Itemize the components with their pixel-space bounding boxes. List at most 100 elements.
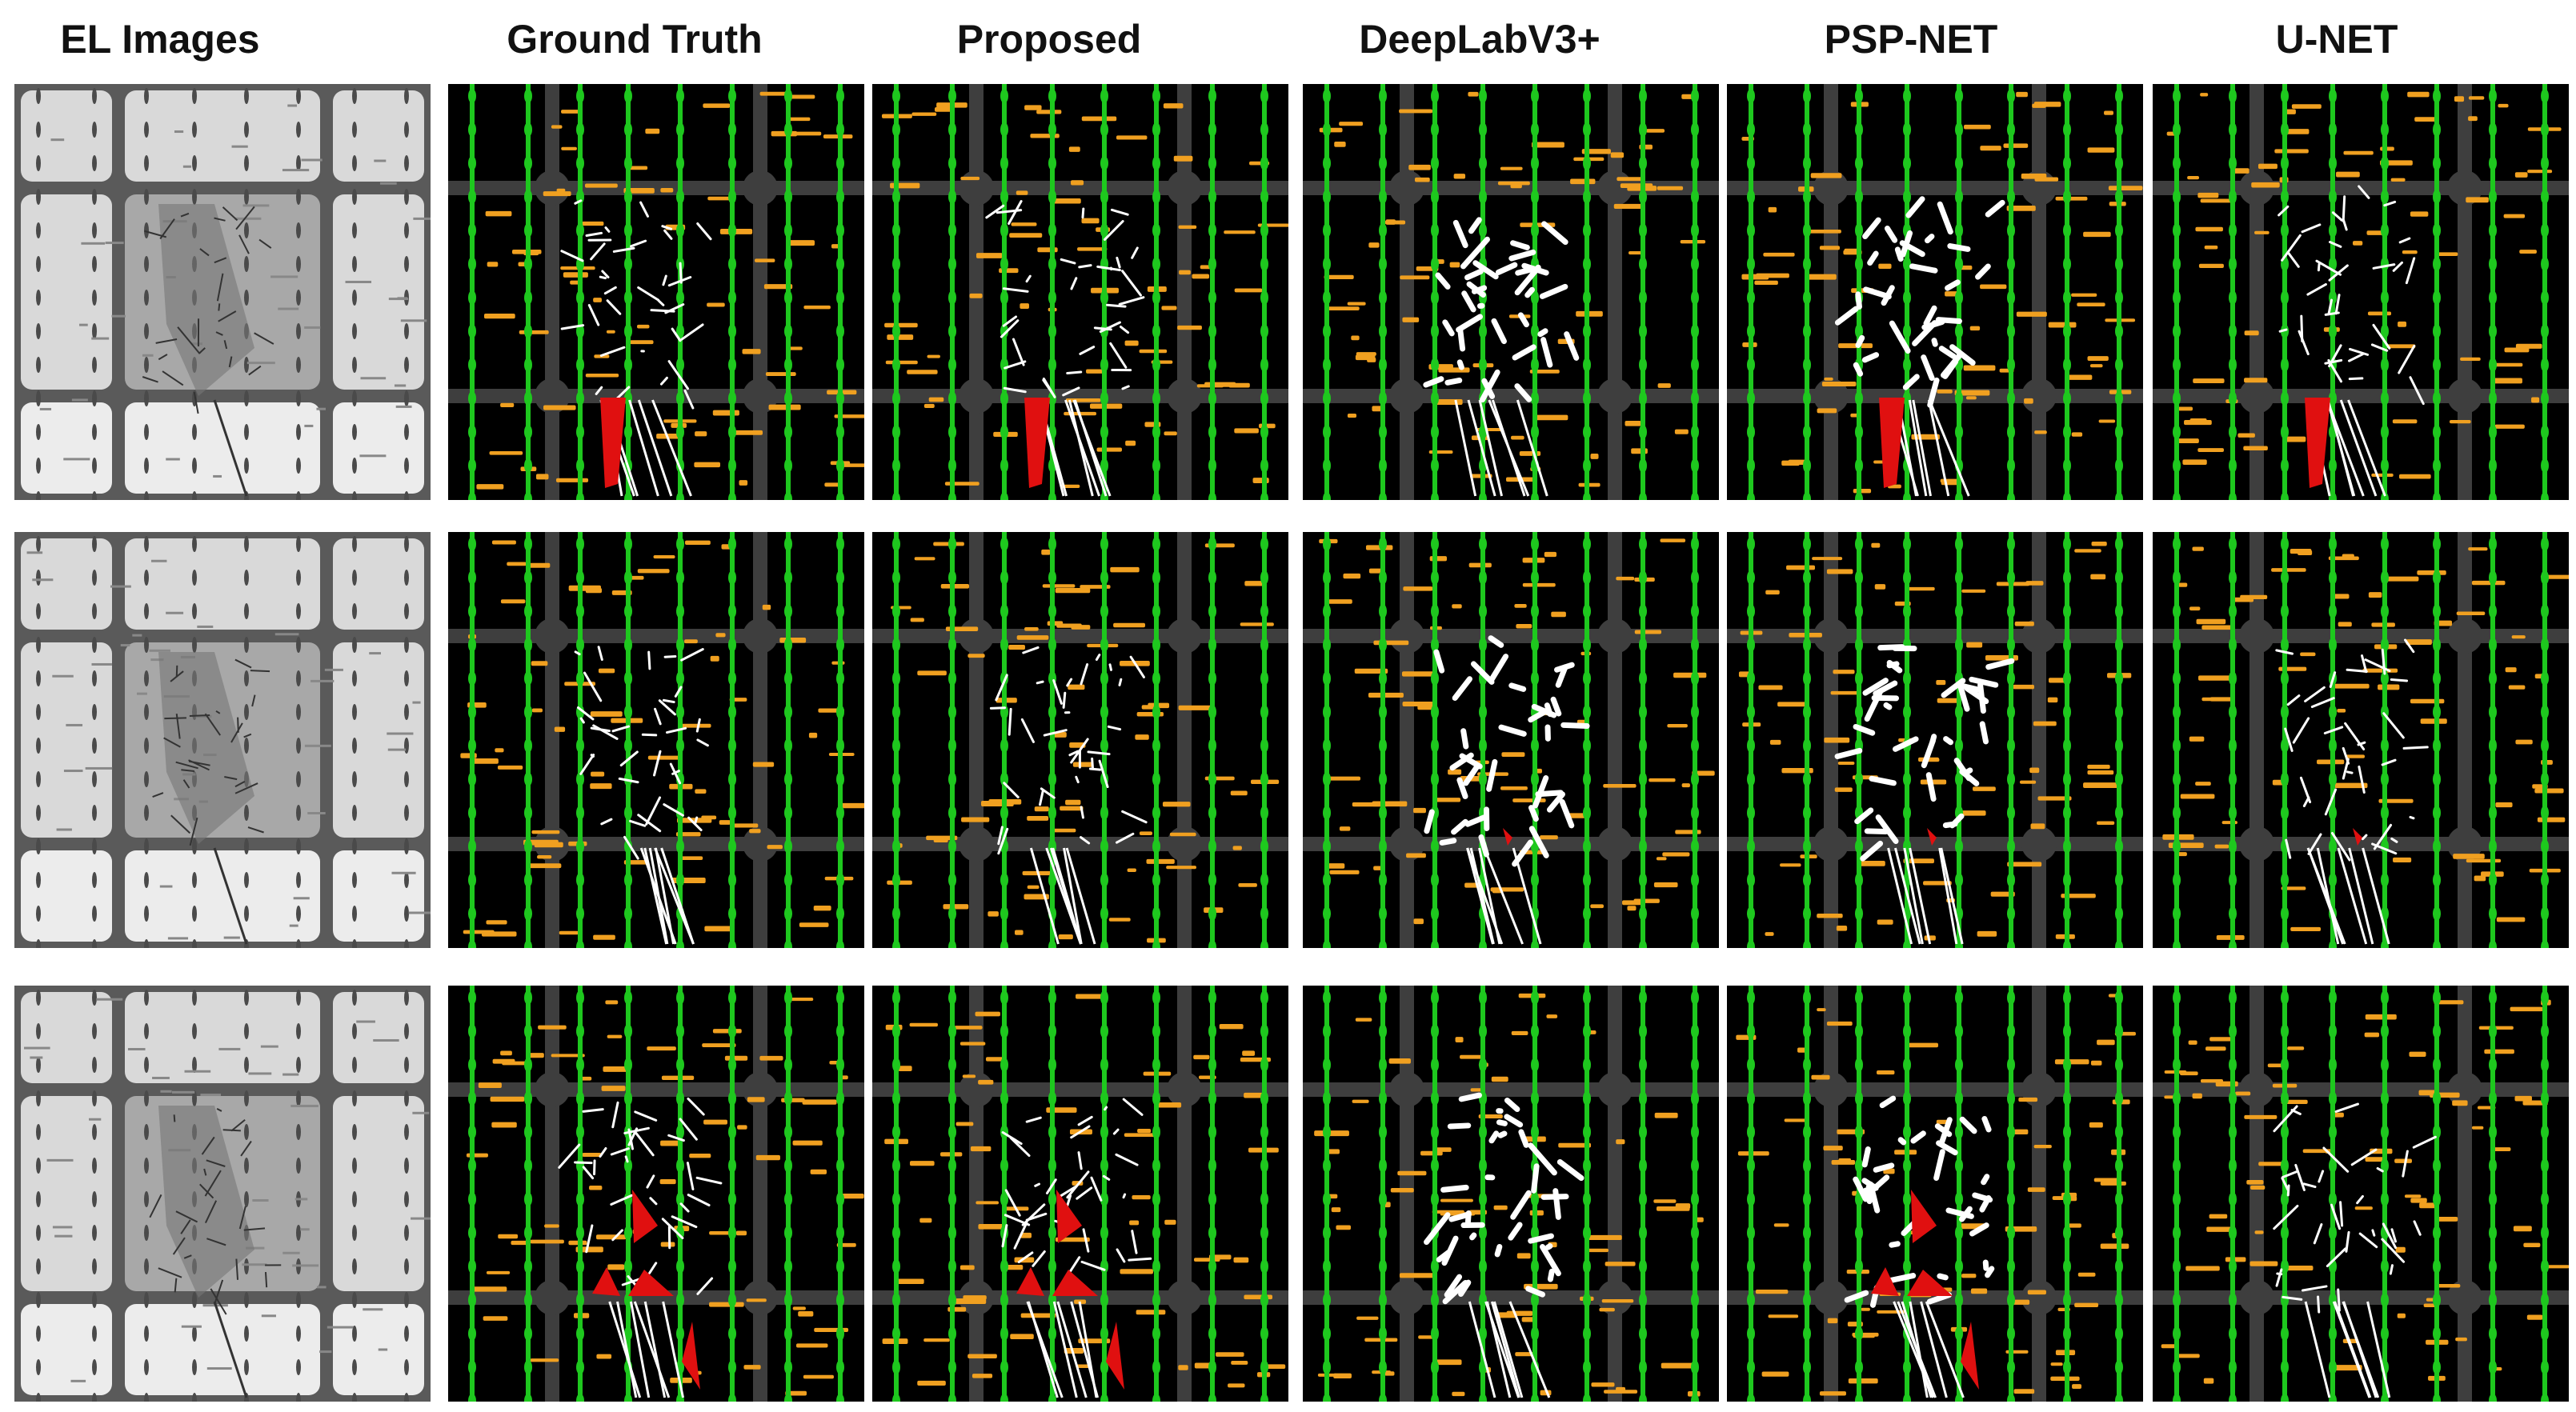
column-title-ground-truth: Ground Truth	[507, 17, 763, 62]
segmentation-mask	[448, 84, 864, 500]
cell-borders	[1727, 986, 2143, 1402]
crack-region	[1844, 1095, 1995, 1398]
mask-background	[448, 986, 864, 1402]
mask-background	[1303, 532, 1719, 948]
crack-region	[2275, 638, 2429, 945]
busbars	[1323, 986, 1699, 1402]
segmentation-mask	[1303, 532, 1719, 948]
mask-background	[1727, 986, 2143, 1402]
finger-defects	[1741, 91, 2143, 494]
panel-ground-truth-row-1	[448, 84, 864, 500]
mask-background	[448, 84, 864, 500]
segmentation-mask	[872, 986, 1288, 1402]
crack-region	[1424, 635, 1590, 945]
segmentation-mask	[2153, 986, 2569, 1402]
cell-borders	[448, 84, 864, 500]
busbars	[2173, 84, 2549, 500]
panel-psp-net-row-1	[1727, 84, 2143, 500]
panel-proposed-row-3	[872, 986, 1288, 1402]
crack-region	[574, 646, 709, 945]
crack-region	[1424, 1092, 1584, 1398]
cell-borders	[1303, 84, 1719, 500]
segmentation-mask	[1727, 986, 2143, 1402]
panel-el-image-row-1	[14, 84, 431, 500]
dark-regions	[600, 398, 626, 488]
segmentation-mask	[448, 532, 864, 948]
el-image	[14, 532, 431, 948]
busbars	[2173, 986, 2549, 1402]
panel-deeplabv3plus-row-3	[1303, 986, 1719, 1402]
el-cracks	[142, 204, 274, 497]
cell-borders	[2153, 532, 2569, 948]
panel-u-net-row-3	[2153, 986, 2569, 1402]
panel-psp-net-row-2	[1727, 532, 2143, 948]
segmentation-mask	[2153, 84, 2569, 500]
dark-regions	[1503, 828, 1512, 846]
crack-region	[1834, 644, 2015, 945]
mask-background	[872, 532, 1288, 948]
mask-background	[1303, 986, 1719, 1402]
mask-background	[872, 84, 1288, 500]
panel-deeplabv3plus-row-2	[1303, 532, 1719, 948]
cell-borders	[1727, 532, 2143, 948]
busbars	[468, 986, 844, 1402]
dark-regions	[592, 1190, 700, 1390]
busbars	[1323, 532, 1699, 948]
panel-u-net-row-1	[2153, 84, 2569, 500]
column-title-proposed: Proposed	[956, 17, 1142, 62]
cell-borders	[872, 532, 1288, 948]
dark-regions	[1024, 398, 1050, 488]
busbars	[1323, 84, 1699, 500]
crack-region	[2278, 185, 2425, 497]
el-cracks	[152, 652, 270, 945]
busbars	[1747, 986, 2123, 1402]
panel-proposed-row-1	[872, 84, 1288, 500]
busbars	[468, 532, 844, 948]
panel-el-image-row-3	[14, 986, 431, 1402]
dark-regions	[1871, 1190, 1979, 1390]
panel-u-net-row-2	[2153, 532, 2569, 948]
column-title-el-images: EL Images	[60, 17, 260, 62]
mask-background	[1303, 84, 1719, 500]
segmentation-mask	[1727, 532, 2143, 948]
column-title-deeplabv3plus: DeepLabV3+	[1359, 17, 1600, 62]
crack-region	[1834, 196, 2005, 497]
dark-regions	[2305, 398, 2330, 488]
cell-borders	[2153, 986, 2569, 1402]
dark-regions	[1927, 828, 1937, 846]
el-busbars	[36, 88, 409, 500]
solar-cells	[21, 90, 424, 494]
crack-region	[1423, 217, 1580, 497]
el-image	[14, 986, 431, 1402]
mask-background	[2153, 986, 2569, 1402]
panel-psp-net-row-3	[1727, 986, 2143, 1402]
crack-region	[558, 1097, 723, 1398]
panel-ground-truth-row-3	[448, 986, 864, 1402]
panel-deeplabv3plus-row-1	[1303, 84, 1719, 500]
mask-background	[2153, 84, 2569, 500]
el-cracks	[149, 1106, 282, 1398]
segmentation-mask	[448, 986, 864, 1402]
crack-region	[989, 646, 1148, 945]
el-image	[14, 84, 431, 500]
finger-defects	[476, 91, 864, 490]
segmentation-mask	[1303, 986, 1719, 1402]
cell-borders	[872, 84, 1288, 500]
crack-region	[1001, 1098, 1152, 1398]
finger-defects	[2162, 546, 2569, 940]
busbars	[1747, 532, 2123, 948]
dark-regions	[1016, 1190, 1124, 1390]
dark-regions	[1879, 398, 1905, 488]
column-title-psp-net: PSP-NET	[1824, 17, 1998, 62]
segmentation-mask	[872, 532, 1288, 948]
column-title-u-net: U-NET	[2275, 17, 2398, 62]
busbars	[892, 986, 1268, 1402]
segmentation-mask	[872, 84, 1288, 500]
segmentation-mask	[2153, 532, 2569, 948]
segmentation-mask	[1303, 84, 1719, 500]
dark-regions	[2353, 828, 2362, 846]
segmentation-mask	[1727, 84, 2143, 500]
panel-ground-truth-row-2	[448, 532, 864, 948]
panel-proposed-row-2	[872, 532, 1288, 948]
cell-borders	[1303, 532, 1719, 948]
